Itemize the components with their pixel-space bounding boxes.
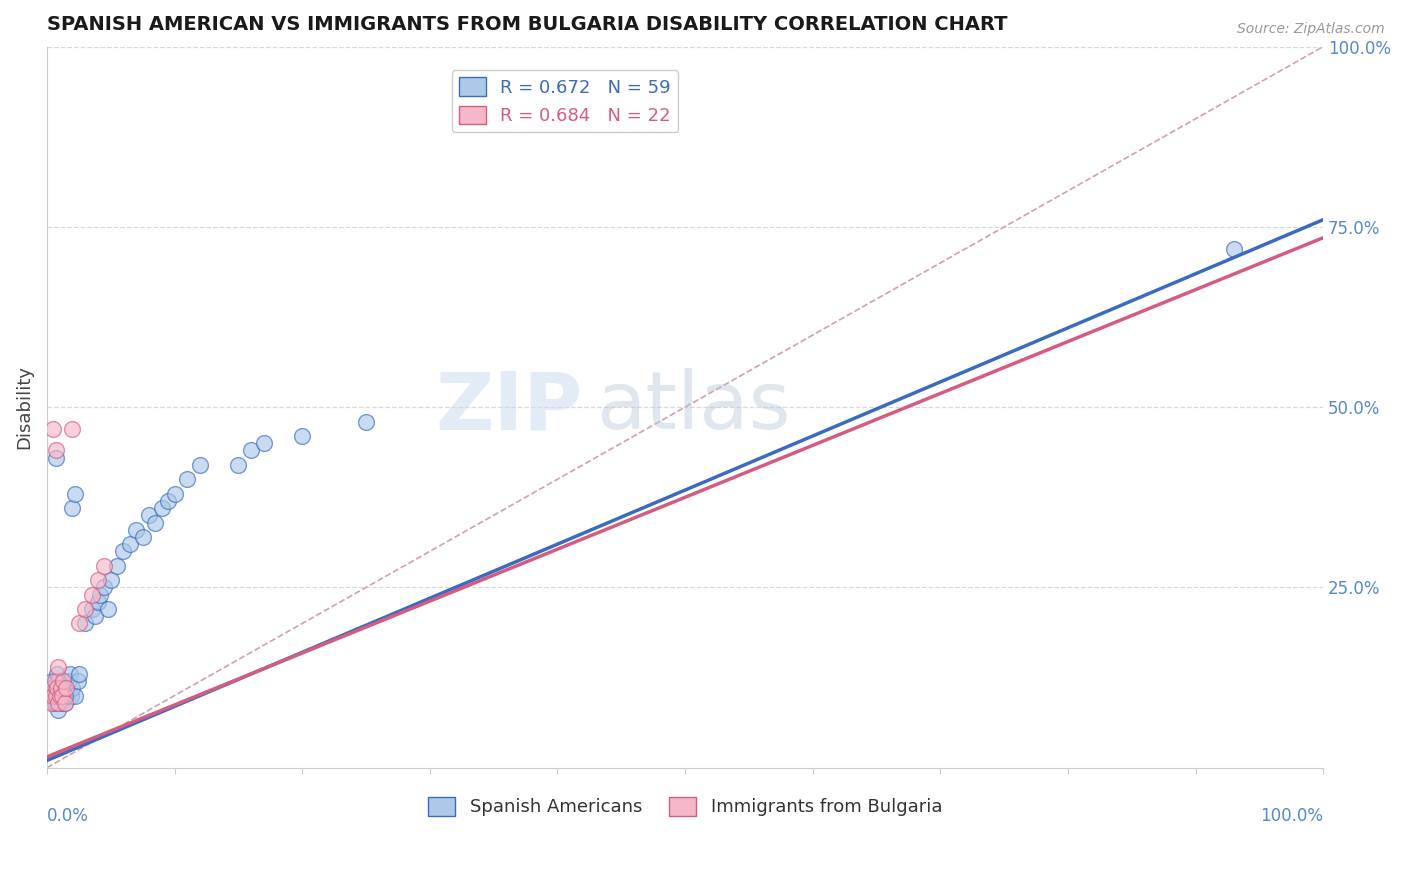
Point xyxy=(53,696,76,710)
Point xyxy=(44,674,66,689)
Point xyxy=(41,674,63,689)
Point xyxy=(62,681,84,696)
Point xyxy=(66,674,89,689)
Point xyxy=(89,588,111,602)
Point xyxy=(62,501,84,516)
Point xyxy=(112,544,135,558)
Point xyxy=(46,681,69,696)
Point xyxy=(51,689,73,703)
Point xyxy=(87,595,110,609)
Point xyxy=(41,681,63,696)
Point xyxy=(52,689,75,703)
Point xyxy=(60,689,83,703)
Point xyxy=(188,458,211,472)
Point xyxy=(45,450,67,465)
Point xyxy=(51,681,73,696)
Point xyxy=(42,696,65,710)
Text: SPANISH AMERICAN VS IMMIGRANTS FROM BULGARIA DISABILITY CORRELATION CHART: SPANISH AMERICAN VS IMMIGRANTS FROM BULG… xyxy=(46,15,1007,34)
Point xyxy=(56,689,79,703)
Text: 0.0%: 0.0% xyxy=(46,807,89,825)
Point xyxy=(45,689,67,703)
Text: Source: ZipAtlas.com: Source: ZipAtlas.com xyxy=(1237,22,1385,37)
Point xyxy=(228,458,250,472)
Point xyxy=(80,602,103,616)
Point xyxy=(97,602,120,616)
Point xyxy=(105,558,128,573)
Point xyxy=(48,659,70,673)
Point xyxy=(67,616,90,631)
Point xyxy=(138,508,160,523)
Point xyxy=(55,681,77,696)
Point xyxy=(48,696,70,710)
Point xyxy=(48,674,70,689)
Point xyxy=(42,689,65,703)
Point xyxy=(48,689,70,703)
Point xyxy=(52,674,75,689)
Point xyxy=(55,681,77,696)
Point xyxy=(157,494,180,508)
Point xyxy=(62,422,84,436)
Point xyxy=(46,689,69,703)
Point xyxy=(44,681,66,696)
Point xyxy=(100,573,122,587)
Point xyxy=(45,689,67,703)
Point xyxy=(63,689,86,703)
Point xyxy=(1223,242,1246,256)
Point xyxy=(75,616,97,631)
Point xyxy=(48,703,70,717)
Text: atlas: atlas xyxy=(596,368,790,446)
Point xyxy=(87,573,110,587)
Point xyxy=(51,674,73,689)
Point xyxy=(93,558,115,573)
Point xyxy=(49,696,72,710)
Point xyxy=(163,486,186,500)
Legend: Spanish Americans, Immigrants from Bulgaria: Spanish Americans, Immigrants from Bulga… xyxy=(420,789,949,823)
Point xyxy=(253,436,276,450)
Y-axis label: Disability: Disability xyxy=(15,365,32,450)
Point xyxy=(45,681,67,696)
Point xyxy=(48,681,70,696)
Point xyxy=(354,415,377,429)
Point xyxy=(240,443,263,458)
Point xyxy=(42,689,65,703)
Point xyxy=(67,667,90,681)
Point xyxy=(93,581,115,595)
Point xyxy=(84,609,107,624)
Text: ZIP: ZIP xyxy=(436,368,583,446)
Point xyxy=(118,537,141,551)
Point xyxy=(131,530,153,544)
Point xyxy=(63,486,86,500)
Point xyxy=(44,696,66,710)
Point xyxy=(125,523,148,537)
Point xyxy=(39,696,62,710)
Point xyxy=(145,516,167,530)
Point xyxy=(41,681,63,696)
Point xyxy=(59,667,82,681)
Point xyxy=(80,588,103,602)
Point xyxy=(58,674,80,689)
Point xyxy=(291,429,314,443)
Point xyxy=(45,443,67,458)
Point xyxy=(176,472,198,486)
Point xyxy=(42,422,65,436)
Text: 100.0%: 100.0% xyxy=(1260,807,1323,825)
Point xyxy=(75,602,97,616)
Point xyxy=(53,696,76,710)
Point xyxy=(46,667,69,681)
Point xyxy=(150,501,173,516)
Point xyxy=(48,689,70,703)
Point xyxy=(39,689,62,703)
Point xyxy=(49,681,72,696)
Point xyxy=(53,689,76,703)
